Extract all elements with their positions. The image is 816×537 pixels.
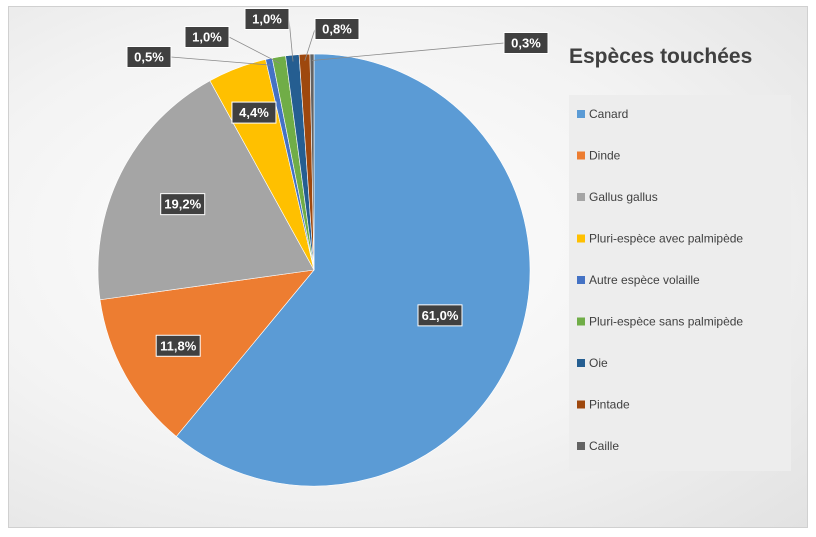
data-labels: 61,0% 11,8% 19,2% 4,4% 0,5% 1,0% 1,0% 0,8% 0,3% [126,8,549,357]
legend-item: Oie [577,356,608,370]
data-label-text: 11,8% [160,338,197,353]
pie-slice-gallus-gallus [97,80,315,301]
legend-label: Caille [589,439,619,453]
data-label-box [314,18,360,40]
legend-swatch [577,442,585,450]
legend-label: Gallus gallus [589,190,658,204]
legend-item: Canard [577,107,628,121]
legend-box [569,95,791,471]
pie-slice-caille [309,53,315,271]
legend-label: Oie [589,356,608,370]
legend-swatch [577,193,585,201]
pie-chart: 61,0%11,8%19,2%4,4%0,5%1,0%1,0%0,8%0,3% … [97,8,791,487]
pie-slice-canard [175,53,531,487]
leader-line [311,42,526,61]
legend: Canard Dinde Gallus gallus Pluri-espèce ave… [577,107,743,453]
data-label: 0,3% [503,32,549,54]
legend-item: Autre espèce volaille [577,273,700,287]
legend-swatch [577,110,585,118]
data-label: 1,0% [244,8,290,30]
legend-label: Canard [589,107,628,121]
data-label-text: 4,4% [239,105,269,120]
data-label-box [503,32,549,54]
data-label-text: 1,0% [252,12,282,27]
data-label-box [126,46,172,68]
legend-label: Autre espèce volaille [589,273,700,287]
data-label-box [184,26,230,48]
data-label-text: 61,0% [422,308,459,323]
pie-slices [97,53,531,487]
chart-title: Espèces touchées [569,45,752,68]
data-label: 4,4% [231,101,277,124]
data-label-box [155,334,201,357]
legend-swatch [577,317,585,326]
legend-swatch [577,151,585,160]
data-label: 19,2% [160,193,206,216]
legend-swatch [577,400,585,409]
data-label-box [160,193,206,216]
data-label: 0,5% [126,46,172,68]
data-label: 61,0% [417,304,463,327]
data-label-text: 1,0% [192,30,222,45]
data-label: 1,0% [184,26,230,48]
legend-label: Dinde [589,149,621,163]
data-label: 11,8% [155,334,201,357]
legend-label: Pluri-espèce sans palmipède [589,315,743,329]
data-label-box [244,8,290,30]
legend-label: Pintade [589,398,630,412]
legend-swatch [577,234,585,243]
data-label: 0,8% [314,18,360,40]
legend-swatch [577,359,585,367]
legend-label: Pluri-espèce avec palmipède [589,232,743,246]
pie-slice-dinde [99,269,315,437]
data-label-text: 0,8% [322,22,352,37]
legend-item: Gallus gallus [577,190,658,204]
legend-item: Dinde [577,149,621,163]
legend-item: Pluri-espèce avec palmipède [577,232,743,246]
legend-item: Pintade [577,398,630,412]
chart-area: 61,0% 11,8% 19,2% 4,4% 0,5% 1,0% 1,0% 0,8% 0,3% … [8,6,808,528]
data-label-text: 0,5% [134,50,164,65]
data-label-box [231,101,277,124]
legend-item: Pluri-espèce sans palmipède [577,315,743,329]
data-label-text: 0,3% [511,36,541,51]
legend-item: Caille [577,439,619,453]
data-label-text: 19,2% [164,197,201,212]
data-label-box [417,304,463,327]
legend-swatch [577,276,585,284]
